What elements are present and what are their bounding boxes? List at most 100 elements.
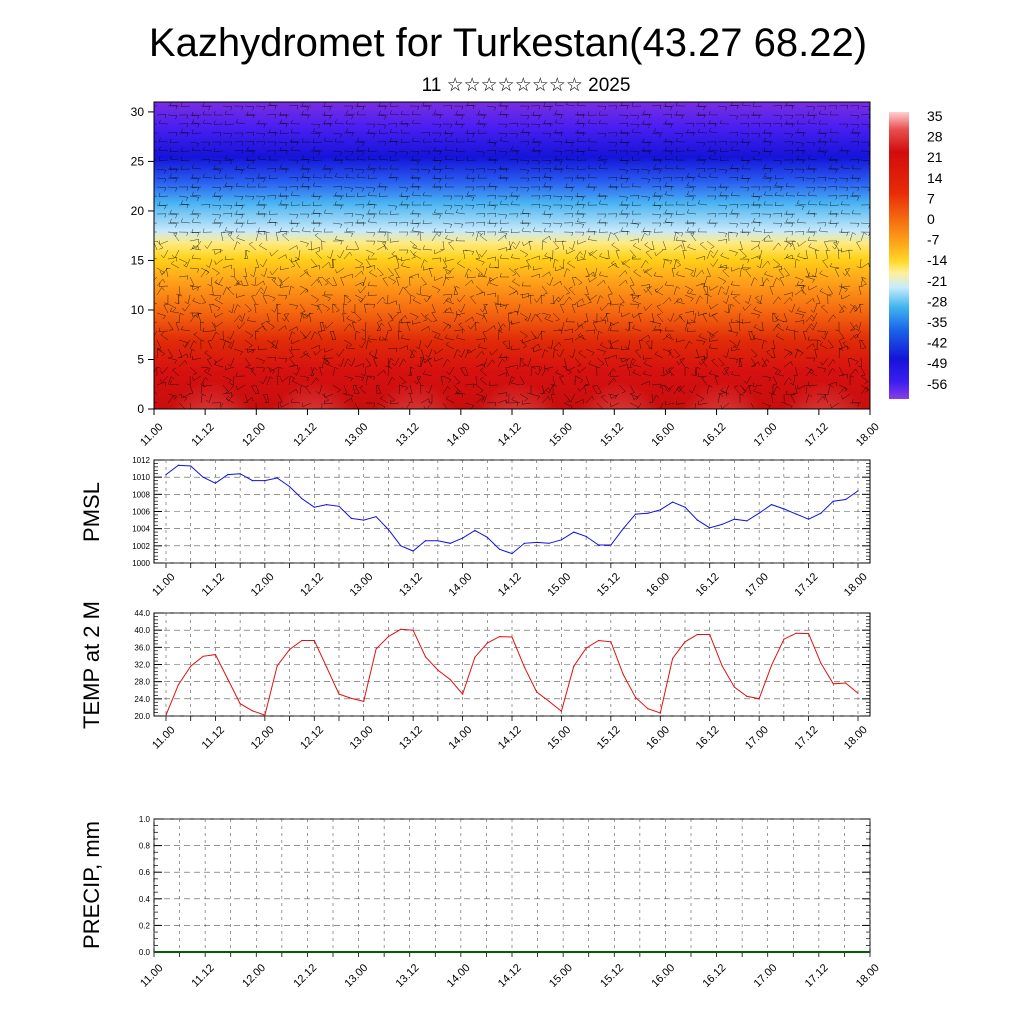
wind-barb xyxy=(519,375,525,385)
wind-barb xyxy=(530,203,541,209)
wind-barb xyxy=(415,339,422,350)
wind-barb xyxy=(730,191,741,197)
wind-barb xyxy=(254,384,260,394)
wind-barb xyxy=(805,297,815,305)
wind-barb xyxy=(596,366,601,377)
wind-barb xyxy=(216,402,224,409)
wind-barb xyxy=(620,200,631,206)
wind-barb xyxy=(783,376,792,386)
x-tick-label: 16.00 xyxy=(644,571,672,599)
wind-barb xyxy=(334,156,345,161)
data-point xyxy=(857,490,859,492)
wind-barb xyxy=(251,295,257,305)
wind-barb xyxy=(167,357,178,364)
wind-barb xyxy=(585,375,590,385)
wind-barb xyxy=(609,372,620,377)
wind-barb xyxy=(796,200,807,206)
wind-barb xyxy=(708,344,719,350)
data-point xyxy=(437,540,439,542)
data-point xyxy=(227,678,229,680)
wind-barb xyxy=(577,240,587,245)
wind-barb xyxy=(354,384,360,394)
wind-barb xyxy=(383,294,389,305)
wind-barb xyxy=(530,366,541,371)
wind-barb xyxy=(398,150,409,156)
wind-barb xyxy=(154,241,158,251)
wind-barb xyxy=(739,186,750,192)
wind-barb xyxy=(299,213,310,218)
wind-barb xyxy=(356,219,367,224)
wind-barb xyxy=(619,222,629,227)
wind-barb xyxy=(750,150,761,156)
wind-barb xyxy=(842,341,851,350)
wind-barb xyxy=(505,367,510,377)
wind-barb xyxy=(411,243,422,251)
wind-barb xyxy=(440,375,445,386)
wind-barb xyxy=(257,210,268,215)
wind-barb xyxy=(351,322,357,332)
wind-barb xyxy=(554,102,565,107)
wind-barb xyxy=(477,119,488,125)
wind-barb xyxy=(225,365,235,370)
wind-barb xyxy=(697,155,708,161)
x-tick-label: 13.00 xyxy=(348,724,376,752)
x-tick-label: 11.12 xyxy=(189,421,216,448)
wind-barb xyxy=(565,164,576,170)
wind-barb xyxy=(265,312,270,322)
wind-barb xyxy=(222,339,229,350)
wind-barb xyxy=(214,357,224,364)
wind-barb xyxy=(673,348,681,358)
wind-barb xyxy=(708,370,719,377)
x-tick-label: 15.00 xyxy=(547,421,575,449)
data-point xyxy=(758,698,760,700)
wind-barb xyxy=(697,228,708,233)
wind-barb xyxy=(785,253,796,260)
wind-barb xyxy=(288,331,296,341)
wind-barb xyxy=(519,105,530,110)
wind-barb xyxy=(761,123,772,128)
wind-barb xyxy=(807,227,818,233)
wind-barb xyxy=(180,165,191,170)
wind-barb xyxy=(800,286,807,296)
wind-barb xyxy=(255,366,266,372)
panel-temp: 20.024.028.032.036.040.044.011.00 11.12 12… xyxy=(79,601,871,752)
wind-barb xyxy=(810,321,818,331)
wind-barb xyxy=(397,258,402,269)
wind-barb xyxy=(541,132,552,138)
wind-barb xyxy=(235,219,245,224)
wind-barb xyxy=(156,168,167,174)
wind-barb xyxy=(530,366,536,377)
wind-barb xyxy=(631,182,642,188)
wind-barb xyxy=(697,172,708,179)
wind-barb xyxy=(499,219,510,224)
wind-barb xyxy=(495,304,500,314)
wind-barb xyxy=(246,111,257,116)
wind-barb xyxy=(189,177,200,183)
wind-barb xyxy=(750,240,761,246)
wind-barb xyxy=(552,168,563,173)
wind-barb xyxy=(585,271,595,278)
wind-barb xyxy=(723,348,730,359)
wind-barb xyxy=(409,249,416,259)
x-tick-label: 12.00 xyxy=(249,571,277,599)
wind-barb xyxy=(193,332,202,341)
wind-barb xyxy=(343,294,352,303)
wind-barb xyxy=(544,315,554,323)
wind-barb xyxy=(772,258,781,268)
wind-barb xyxy=(532,227,543,233)
data-point xyxy=(622,673,624,676)
wind-barb xyxy=(400,200,411,206)
x-tick-label: 11.00 xyxy=(138,962,165,989)
data-point xyxy=(573,665,575,667)
wind-barb xyxy=(528,240,533,251)
wind-barb xyxy=(379,395,389,404)
wind-barb xyxy=(555,369,565,377)
wind-barb xyxy=(794,330,799,341)
wind-barb xyxy=(255,325,265,332)
wind-barb xyxy=(667,349,675,359)
hot-spot xyxy=(270,339,355,409)
wind-barb xyxy=(178,195,189,202)
wind-barb xyxy=(266,376,274,386)
